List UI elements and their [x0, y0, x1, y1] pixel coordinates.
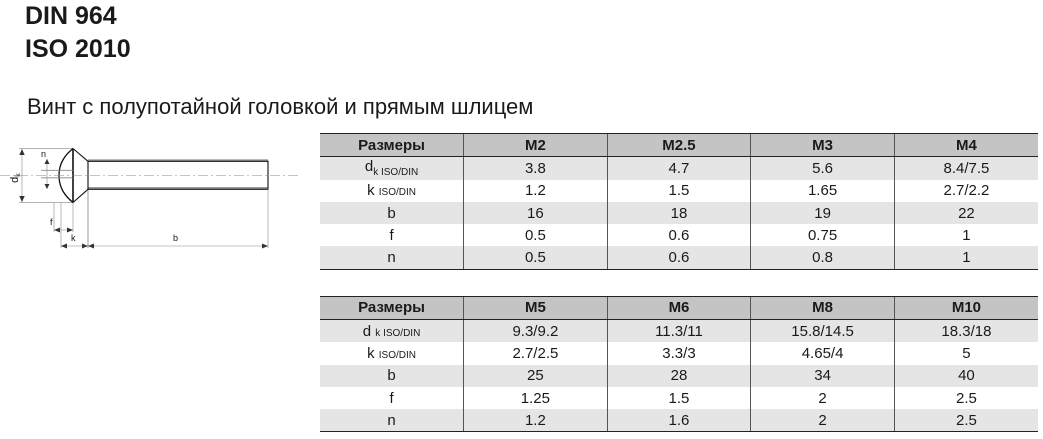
svg-text:dk: dk — [9, 173, 22, 183]
svg-text:n: n — [41, 149, 46, 159]
svg-text:f: f — [50, 217, 53, 227]
svg-text:b: b — [173, 233, 178, 243]
svg-text:k: k — [71, 233, 76, 243]
